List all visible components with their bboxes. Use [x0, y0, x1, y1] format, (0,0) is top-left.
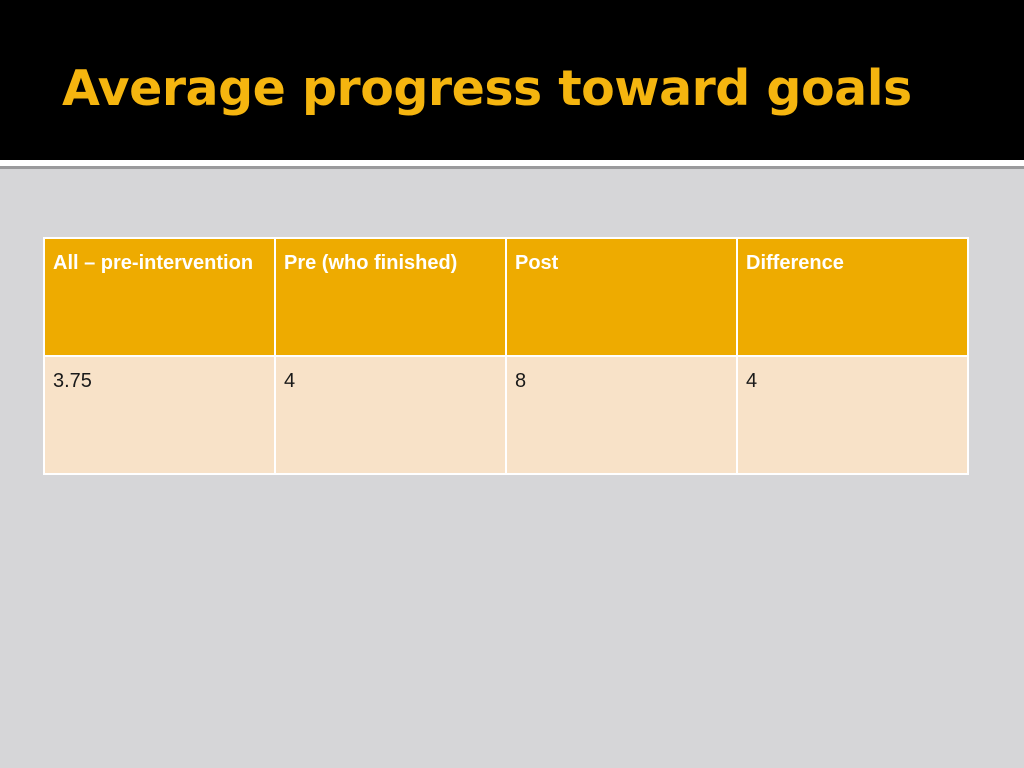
table-header-row: All – pre-intervention Pre (who finished… — [43, 237, 969, 357]
progress-table: All – pre-intervention Pre (who finished… — [43, 237, 969, 475]
title-divider-shadow — [0, 166, 1024, 169]
cell-pre-who-finished: 4 — [274, 355, 507, 475]
title-divider — [0, 160, 1024, 166]
title-bar — [0, 0, 1024, 160]
cell-difference: 4 — [736, 355, 969, 475]
header-all-pre-intervention: All – pre-intervention — [43, 237, 276, 357]
cell-post: 8 — [505, 355, 738, 475]
slide-title: Average progress toward goals — [62, 60, 912, 117]
table-row: 3.75 4 8 4 — [43, 355, 969, 475]
header-post: Post — [505, 237, 738, 357]
header-difference: Difference — [736, 237, 969, 357]
cell-all-pre-intervention: 3.75 — [43, 355, 276, 475]
header-pre-who-finished: Pre (who finished) — [274, 237, 507, 357]
